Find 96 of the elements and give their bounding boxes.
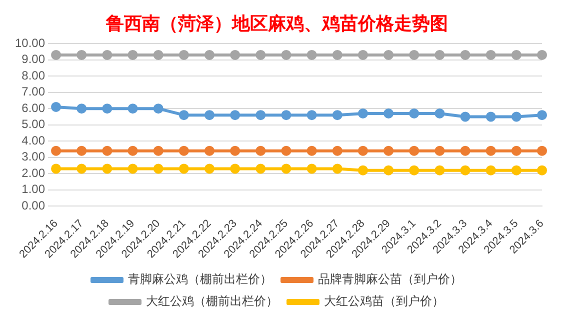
y-tick-label: 6.00 (22, 100, 46, 115)
y-tick-label: 9.00 (22, 52, 46, 66)
point (511, 112, 522, 122)
point (306, 146, 317, 156)
point (537, 165, 547, 176)
point (460, 50, 470, 60)
point (434, 146, 445, 156)
point (460, 146, 470, 156)
point (332, 110, 342, 120)
point (51, 146, 62, 156)
point (230, 110, 240, 120)
point (486, 112, 496, 122)
point (358, 165, 368, 176)
point (281, 50, 292, 60)
point (178, 146, 189, 156)
point (178, 50, 189, 60)
point (102, 146, 112, 156)
point (332, 164, 342, 174)
point (281, 110, 292, 120)
point (204, 164, 214, 174)
point (128, 164, 138, 174)
point (51, 164, 62, 174)
point (153, 164, 164, 174)
point (102, 164, 112, 174)
point (230, 164, 240, 174)
point (332, 146, 342, 156)
point (256, 146, 266, 156)
y-tick-label: 3.00 (22, 150, 46, 164)
point (511, 50, 522, 60)
point (178, 164, 189, 174)
point (256, 164, 266, 174)
point (256, 110, 266, 120)
point (76, 146, 87, 156)
y-tick-label: 0.00 (22, 198, 46, 212)
point (384, 165, 394, 176)
legend-label: 大红公鸡苗（到户价） (324, 294, 444, 308)
point (153, 104, 164, 114)
point (511, 146, 522, 156)
point (51, 50, 62, 60)
point (178, 110, 189, 120)
point (102, 104, 112, 114)
point (384, 50, 394, 60)
point (409, 146, 420, 156)
y-tick-label: 1.00 (22, 182, 46, 196)
point (76, 164, 87, 174)
legend-label: 青脚麻公鸡（棚前出栏价） (128, 272, 272, 286)
point (537, 50, 547, 60)
point (306, 110, 317, 120)
point (230, 146, 240, 156)
point (409, 165, 420, 176)
point (204, 50, 214, 60)
point (434, 108, 445, 118)
point (486, 50, 496, 60)
point (306, 164, 317, 174)
point (332, 50, 342, 60)
point (460, 165, 470, 176)
point (358, 50, 368, 60)
point (102, 50, 112, 60)
point (76, 104, 87, 114)
point (256, 50, 266, 60)
y-tick-label: 4.00 (22, 133, 46, 148)
point (460, 112, 470, 122)
chart-title: 鲁西南（菏泽）地区麻鸡、鸡苗价格走势图 (105, 13, 448, 34)
point (511, 165, 522, 176)
point (281, 146, 292, 156)
point (204, 110, 214, 120)
point (384, 108, 394, 118)
y-tick-label: 2.00 (22, 166, 46, 180)
point (230, 50, 240, 60)
point (306, 50, 317, 60)
point (128, 50, 138, 60)
y-tick-label: 7.00 (22, 84, 46, 99)
point (486, 146, 496, 156)
legend-label: 品牌青脚麻公苗（到户价） (318, 272, 462, 286)
point (128, 146, 138, 156)
point (409, 50, 420, 60)
point (76, 50, 87, 60)
y-tick-label: 8.00 (22, 68, 46, 82)
point (281, 164, 292, 174)
point (434, 165, 445, 176)
point (153, 50, 164, 60)
legend-label: 大红公鸡（棚前出栏价） (146, 294, 278, 308)
point (486, 165, 496, 176)
y-tick-label: 5.00 (22, 117, 46, 132)
point (537, 110, 547, 120)
point (51, 102, 62, 112)
point (358, 146, 368, 156)
point (153, 146, 164, 156)
point (537, 146, 547, 156)
y-tick-label: 10.00 (15, 36, 46, 50)
point (434, 50, 445, 60)
point (204, 146, 214, 156)
point (358, 108, 368, 118)
point (409, 108, 420, 118)
point (384, 146, 394, 156)
point (128, 104, 138, 114)
